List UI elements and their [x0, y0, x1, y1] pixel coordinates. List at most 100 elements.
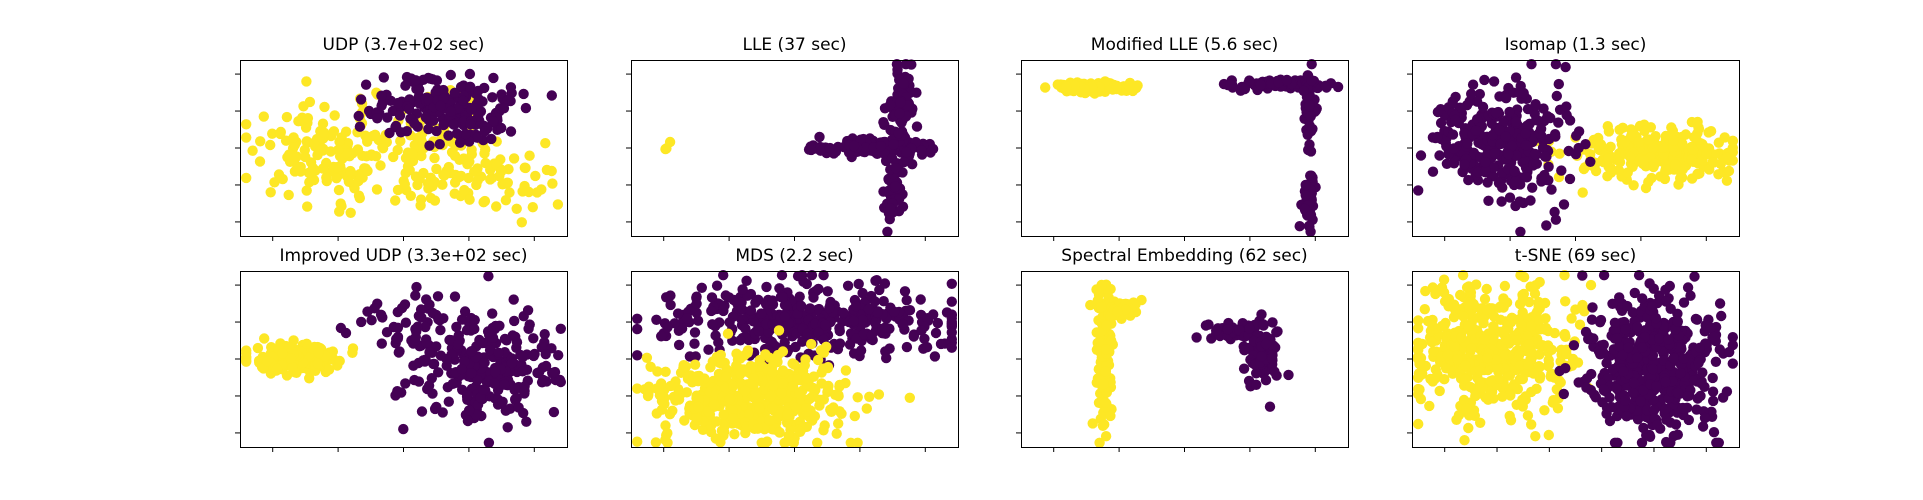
- point-class-0: [487, 92, 498, 103]
- point-class-1: [491, 201, 502, 212]
- point-class-0: [1191, 332, 1202, 343]
- point-class-1: [1603, 153, 1614, 164]
- point-class-0: [400, 378, 411, 389]
- point-class-1: [449, 150, 461, 161]
- point-class-1: [1124, 81, 1135, 92]
- point-class-1: [822, 384, 834, 396]
- point-class-0: [511, 337, 523, 348]
- point-class-0: [1294, 221, 1305, 232]
- point-class-1: [1482, 352, 1493, 364]
- point-class-0: [377, 312, 388, 323]
- point-class-1: [329, 110, 340, 121]
- point-class-1: [1514, 360, 1526, 371]
- point-class-0: [521, 416, 532, 427]
- point-class-1: [852, 392, 863, 403]
- point-class-0: [872, 307, 883, 318]
- point-class-0: [1511, 116, 1522, 127]
- point-class-1: [1434, 385, 1445, 397]
- point-class-1: [739, 385, 751, 397]
- point-class-0: [1305, 146, 1317, 157]
- point-class-1: [1510, 335, 1521, 346]
- point-class-1: [632, 383, 643, 394]
- point-class-0: [462, 415, 474, 427]
- point-class-0: [1651, 381, 1662, 392]
- point-class-1: [1455, 289, 1466, 301]
- point-class-1: [722, 328, 734, 339]
- point-class-0: [1598, 270, 1610, 281]
- point-class-1: [806, 338, 817, 350]
- point-class-1: [328, 126, 340, 137]
- point-class-0: [1305, 226, 1316, 237]
- point-class-1: [524, 150, 535, 161]
- point-class-0: [713, 337, 724, 348]
- point-class-1: [776, 387, 787, 399]
- point-class-0: [737, 284, 748, 295]
- point-class-1: [301, 185, 312, 196]
- point-class-0: [555, 323, 566, 334]
- point-class-0: [490, 366, 501, 378]
- point-class-0: [879, 322, 891, 333]
- point-class-1: [1670, 159, 1681, 170]
- subplot-6: MDS (2.2 sec): [626, 246, 959, 452]
- point-class-1: [472, 175, 483, 186]
- point-class-0: [1225, 79, 1236, 90]
- point-class-0: [1652, 419, 1663, 431]
- point-class-0: [1267, 317, 1278, 328]
- point-class-1: [1490, 354, 1502, 365]
- point-class-0: [1535, 123, 1547, 135]
- point-class-1: [429, 152, 440, 164]
- point-class-0: [853, 278, 864, 290]
- point-class-0: [875, 141, 887, 152]
- point-class-0: [1561, 101, 1572, 112]
- point-class-1: [1534, 349, 1545, 360]
- point-class-0: [1685, 290, 1696, 301]
- point-class-0: [796, 300, 807, 312]
- point-class-1: [1658, 142, 1669, 153]
- point-class-0: [1222, 324, 1234, 335]
- point-class-0: [1483, 195, 1494, 206]
- point-class-1: [1460, 360, 1471, 371]
- point-class-1: [333, 184, 345, 196]
- point-class-1: [693, 401, 704, 413]
- point-class-1: [1100, 397, 1111, 408]
- point-class-0: [804, 303, 816, 314]
- point-class-0: [1467, 79, 1479, 90]
- point-class-1: [1530, 280, 1542, 291]
- point-class-1: [1675, 173, 1686, 184]
- point-class-0: [882, 226, 893, 237]
- point-class-0: [707, 319, 718, 330]
- point-class-1: [377, 143, 389, 154]
- point-class-0: [1705, 322, 1717, 334]
- point-class-0: [528, 333, 539, 344]
- point-class-0: [901, 146, 912, 158]
- subplot-title: MDS (2.2 sec): [735, 246, 853, 266]
- point-class-1: [1111, 80, 1123, 92]
- point-class-0: [810, 318, 821, 330]
- point-class-0: [1665, 437, 1676, 448]
- point-class-0: [1281, 74, 1293, 86]
- point-class-0: [418, 355, 429, 366]
- point-class-1: [667, 405, 678, 416]
- point-class-1: [459, 184, 470, 196]
- point-class-0: [466, 346, 477, 357]
- point-class-0: [1549, 206, 1560, 218]
- point-class-1: [697, 424, 709, 435]
- point-class-1: [814, 394, 825, 405]
- point-class-0: [777, 292, 788, 303]
- point-class-0: [1558, 199, 1570, 210]
- point-class-1: [754, 402, 765, 414]
- point-class-0: [897, 319, 908, 330]
- point-class-1: [729, 429, 740, 440]
- point-class-0: [750, 297, 761, 308]
- point-class-1: [643, 389, 654, 400]
- point-class-1: [1448, 312, 1460, 323]
- point-class-0: [1672, 316, 1684, 327]
- point-class-0: [1670, 419, 1682, 430]
- point-class-1: [1458, 394, 1470, 406]
- point-class-0: [1650, 312, 1662, 324]
- point-class-1: [680, 361, 692, 372]
- point-class-0: [456, 314, 468, 325]
- point-class-0: [473, 94, 484, 105]
- point-class-1: [255, 136, 266, 147]
- point-class-0: [885, 203, 896, 214]
